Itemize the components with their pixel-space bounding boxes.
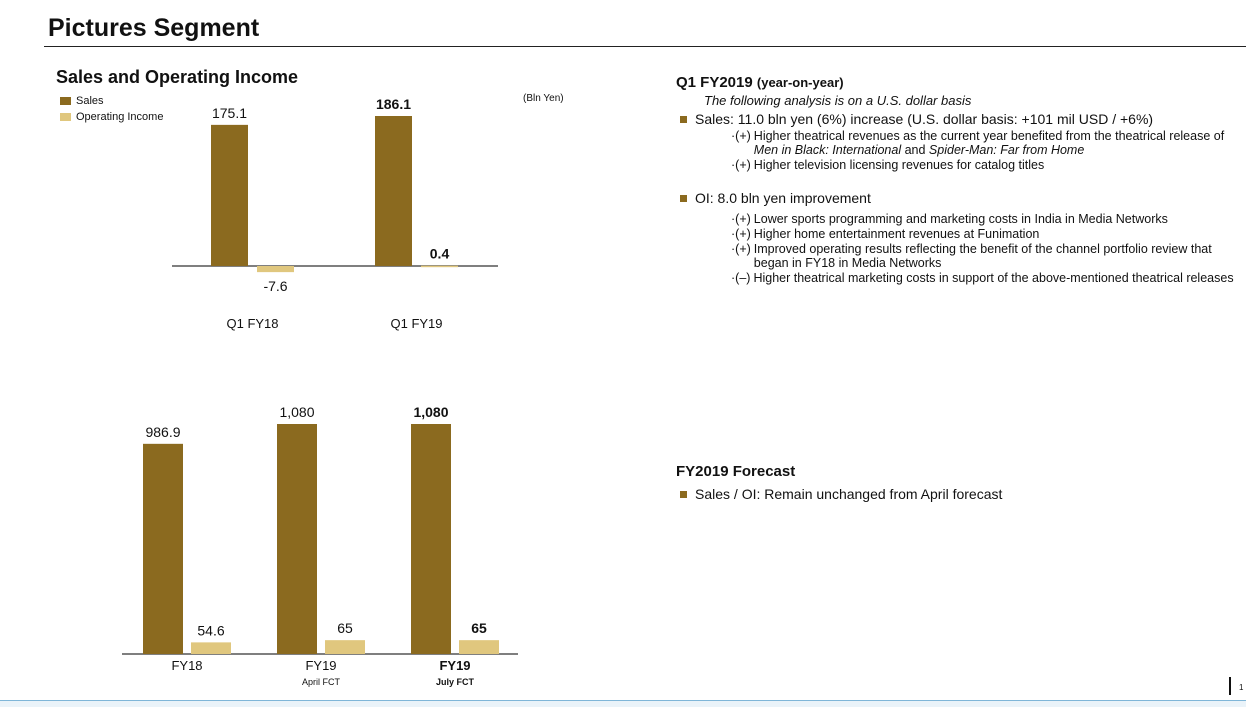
oi-subitem: ·(+) Improved operating results reflecti… [731,242,1236,270]
q1-sales-oi-chart: 175.1 -7.6 Q1 FY18 186.1 0.4 Q1 FY19 [172,96,498,331]
data-label-sales: 186.1 [376,96,411,112]
category-label: Q1 FY19 [390,316,442,331]
data-label-sales: 986.9 [145,424,180,440]
q1-heading: Q1 FY2019 (year-on-year) [676,74,1236,91]
forecast-bullet-text: Sales / OI: Remain unchanged from April … [695,486,1003,502]
film-title: Spider-Man: Far from Home [928,143,1085,157]
subitem-text: Higher home entertainment revenues at Fu… [753,227,1040,241]
q1-heading-main: Q1 FY2019 [676,74,753,91]
film-title: Men in Black: International [753,143,902,157]
chart-legend: Sales Operating Income [60,93,163,125]
data-label-operating-income: 0.4 [430,246,450,262]
sales-subitem: ·(+) Higher television licensing revenue… [731,158,1236,172]
sales-bullet-text: Sales: 11.0 bln yen (6%) increase (U.S. … [695,111,1154,127]
data-label-operating-income: -7.6 [263,278,287,294]
bar-sales [411,424,451,654]
bar-sales [277,424,317,654]
q1-analysis-panel: Q1 FY2019 (year-on-year) The following a… [676,74,1236,286]
bullet-square-icon [680,116,687,123]
q1-heading-sub: (year-on-year) [756,75,844,90]
legend-swatch-operating-income [60,113,71,121]
sales-bullet: Sales: 11.0 bln yen (6%) increase (U.S. … [676,111,1236,127]
legend-swatch-sales [60,97,71,105]
subitem-mark: ·(+) [731,158,751,172]
bar-operating-income [191,642,231,654]
bar-sales [211,124,248,266]
subitem-mark: ·(+) [731,242,751,256]
data-label-operating-income: 65 [337,620,353,636]
oi-subitems: ·(+) Lower sports programming and market… [731,212,1236,285]
page-title: Pictures Segment [48,14,260,42]
legend-item-operating-income: Operating Income [60,109,163,125]
fy-sales-oi-chart: 986.9 54.6 FY18 1,080 65 FY19 April FCT 1,080 65… [122,404,518,687]
sales-subitem: ·(+) Higher theatrical revenues as the c… [731,129,1236,157]
bar-sales [375,116,412,266]
category-label: FY19 [305,658,336,673]
usd-basis-note: The following analysis is on a U.S. doll… [704,93,972,108]
category-sublabel: April FCT [302,677,341,687]
category-label: FY18 [171,658,202,673]
bullet-square-icon [680,195,687,202]
forecast-bullet: Sales / OI: Remain unchanged from April … [676,486,1236,502]
subitem-text: Improved operating results reflecting th… [753,242,1212,270]
page-number-bar [1229,677,1231,695]
chart-section-title: Sales and Operating Income [56,67,299,87]
data-label-sales: 1,080 [279,404,314,420]
unit-label: (Bln Yen) [523,93,564,104]
category-label: Q1 FY18 [226,316,278,331]
oi-subitem: ·(+) Lower sports programming and market… [731,212,1236,226]
category-label: FY19 [439,658,470,673]
title-divider [44,46,1246,47]
oi-bullet-text: OI: 8.0 bln yen improvement [695,190,871,206]
oi-subitem: ·(+) Higher home entertainment revenues … [731,227,1236,241]
data-label-operating-income: 65 [471,620,487,636]
bottom-band [0,700,1246,707]
bar-operating-income [257,266,294,273]
legend-item-sales: Sales [60,93,163,109]
subitem-text: Higher theatrical marketing costs in sup… [753,271,1234,285]
bar-operating-income [421,265,458,268]
oi-bullet: OI: 8.0 bln yen improvement [676,190,1236,206]
data-label-sales: 175.1 [212,105,247,121]
bar-operating-income [325,640,365,654]
page-number: 1 [1239,683,1244,692]
subitem-text: Lower sports programming and marketing c… [753,212,1168,226]
subitem-mark: ·(+) [731,212,751,226]
oi-subitem: ·(–) Higher theatrical marketing costs i… [731,271,1236,285]
forecast-panel: FY2019 Forecast Sales / OI: Remain uncha… [676,463,1236,502]
bullet-square-icon [680,491,687,498]
subitem-mark: ·(+) [731,227,751,241]
data-label-operating-income: 54.6 [197,622,224,638]
legend-label-operating-income: Operating Income [76,111,164,123]
subitem-mark: ·(+) [731,129,751,143]
forecast-heading: FY2019 Forecast [676,463,796,480]
legend-label-sales: Sales [76,95,104,107]
subitem-mark: ·(–) [731,271,751,285]
data-label-sales: 1,080 [413,404,448,420]
subitem-text: Higher television licensing revenues for… [753,158,1045,172]
category-sublabel: July FCT [436,677,475,687]
bar-sales [143,443,183,654]
bar-operating-income [459,640,499,654]
subitem-text: Higher theatrical revenues as the curren… [753,129,1225,157]
sales-subitems: ·(+) Higher theatrical revenues as the c… [731,129,1236,172]
